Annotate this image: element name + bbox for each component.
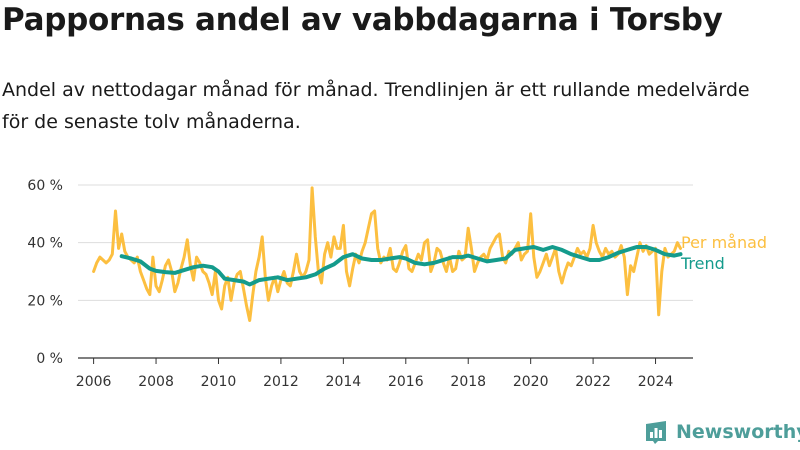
newsworthy-logo: Newsworthy: [644, 420, 800, 444]
x-tick-label: 2006: [76, 374, 112, 390]
y-tick-label: 40 %: [27, 236, 63, 252]
x-tick-label: 2014: [326, 374, 362, 390]
x-tick-label: 2018: [450, 374, 486, 390]
y-tick-label: 0 %: [36, 351, 63, 367]
y-tick-label: 60 %: [27, 178, 63, 194]
legend-label-trend: Trend: [680, 254, 725, 273]
newsworthy-logo-icon: [646, 421, 666, 444]
chart-title: Pappornas andel av vabbdagarna i Torsby: [2, 2, 723, 38]
x-tick-label: 2016: [388, 374, 424, 390]
x-tick-label: 2012: [263, 374, 299, 390]
x-axis: 2006 2008 2010 2012 2014 2016 2018 2020 2022 2024: [76, 357, 693, 390]
y-axis-ticks: 0 % 20 % 40 % 60 %: [27, 178, 63, 367]
y-tick-label: 20 %: [27, 293, 63, 309]
x-tick-label: 2020: [513, 374, 549, 390]
legend: Per månad Trend: [680, 233, 767, 273]
x-tick-label: 2022: [575, 374, 611, 390]
legend-label-per-manad: Per månad: [681, 233, 767, 252]
series-lines: [92, 186, 683, 322]
trend-series-line: [119, 245, 683, 287]
newsworthy-logo-text: Newsworthy: [676, 421, 800, 443]
x-tick-label: 2008: [138, 374, 174, 390]
x-tick-label: 2010: [201, 374, 237, 390]
chart-subtitle: Andel av nettodagar månad för månad. Tre…: [2, 79, 750, 133]
gridlines: [78, 184, 693, 301]
x-tick-label: 2024: [638, 374, 674, 390]
